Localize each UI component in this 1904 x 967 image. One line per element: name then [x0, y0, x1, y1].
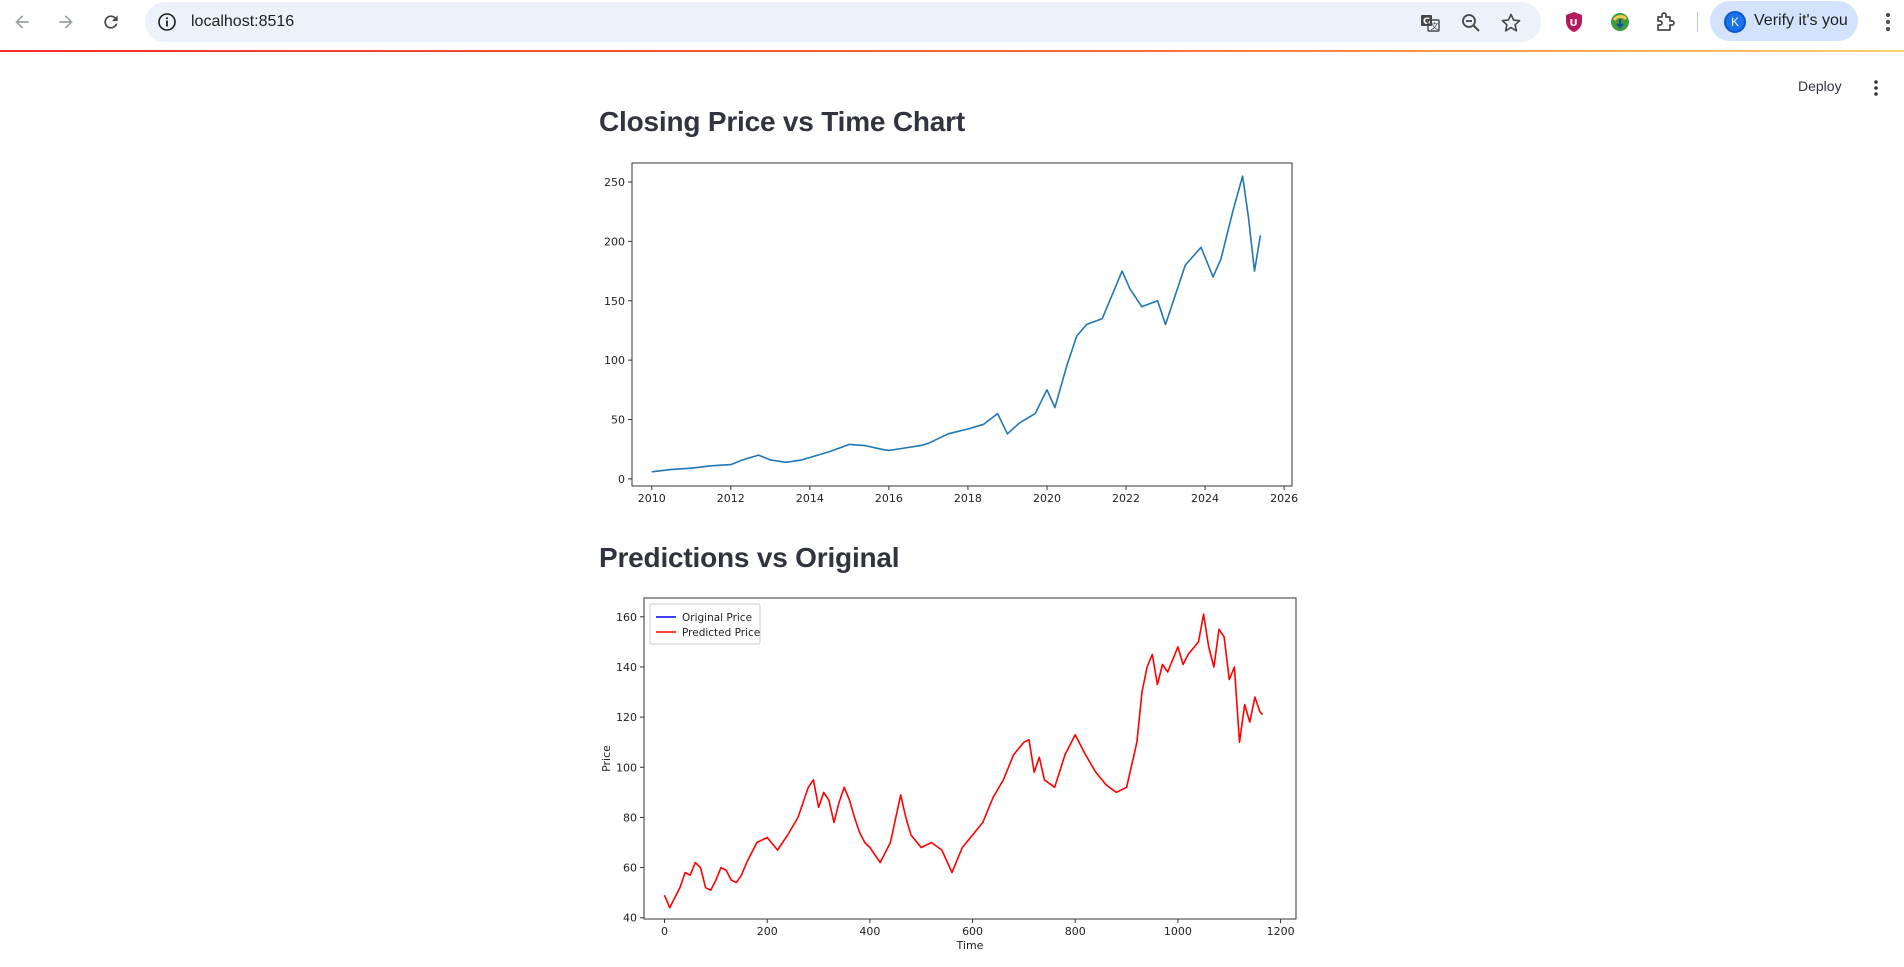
toolbar-divider: [1697, 12, 1698, 32]
site-info-icon[interactable]: [157, 12, 177, 32]
y-tick-label: 160: [616, 611, 637, 624]
y-tick-label: 140: [616, 661, 637, 674]
y-tick-label: 80: [623, 811, 637, 824]
deploy-button[interactable]: Deploy: [1798, 78, 1842, 94]
x-axis-label: Time: [956, 939, 984, 952]
y-tick-label: 100: [616, 761, 637, 774]
y-tick-label: 0: [618, 473, 625, 486]
ublock-extension-icon[interactable]: U: [1562, 10, 1586, 34]
url-text[interactable]: localhost:8516: [191, 13, 295, 30]
extensions-puzzle-icon[interactable]: [1653, 10, 1677, 34]
reload-icon[interactable]: [97, 8, 125, 36]
plot-frame: [631, 162, 1293, 487]
download-extension-icon[interactable]: [1608, 10, 1632, 34]
legend-label: Predicted Price: [682, 627, 760, 639]
plot-frame: [643, 597, 1297, 920]
browser-menu-icon[interactable]: [1878, 10, 1898, 34]
x-tick-label: 2012: [717, 492, 745, 505]
x-tick-label: 1000: [1164, 925, 1192, 938]
svg-text:G: G: [1423, 17, 1430, 27]
forward-arrow-icon[interactable]: [52, 8, 80, 36]
predictions-chart: 0 200 400 600 800 1000 1200 40 60 80 100 120 140 160 T…: [596, 592, 1300, 964]
series-line-0: [651, 175, 1262, 473]
x-tick-label: 2020: [1033, 492, 1061, 505]
predictions-plot: 0 200 400 600 800 1000 1200 40 60 80 100 120 140 160 T…: [600, 597, 1297, 952]
app-header-decoration: [0, 50, 1904, 52]
x-tick-label: 800: [1065, 925, 1086, 938]
x-tick-label: 2016: [875, 492, 903, 505]
x-tick-label: 600: [962, 925, 983, 938]
x-tick-label: 2026: [1270, 492, 1298, 505]
predictions-chart-title: Predictions vs Original: [599, 542, 900, 573]
app-main-menu-icon[interactable]: [1866, 78, 1886, 98]
back-arrow-icon[interactable]: [8, 8, 36, 36]
x-tick-label: 200: [757, 925, 778, 938]
y-axis-label: Price: [600, 745, 613, 772]
x-tick-label: 0: [661, 925, 668, 938]
svg-text:U: U: [1570, 18, 1578, 29]
y-tick-label: 50: [611, 414, 625, 427]
x-tick-label: 2022: [1112, 492, 1140, 505]
y-tick-label: 60: [623, 862, 637, 875]
legend-label: Original Price: [682, 612, 752, 624]
y-tick-label: 250: [604, 176, 625, 189]
closing-price-plot: 2010 2012 2014 2016 2018 2020 2022 2024 2026 0 50 1…: [604, 162, 1298, 505]
profile-label: Verify it's you: [1754, 12, 1848, 29]
avatar: K: [1724, 11, 1746, 33]
y-tick-label: 40: [623, 912, 637, 925]
x-tick-label: 2018: [954, 492, 982, 505]
y-tick-label: 120: [616, 711, 637, 724]
x-tick-label: 1200: [1267, 925, 1295, 938]
x-tick-label: 2014: [796, 492, 824, 505]
x-tick-label: 2024: [1191, 492, 1219, 505]
closing-price-chart: 2010 2012 2014 2016 2018 2020 2022 2024 2026 0 50 1…: [596, 156, 1300, 514]
y-tick-label: 200: [604, 235, 625, 248]
series-line-1: [663, 613, 1264, 909]
svg-text:文: 文: [1431, 21, 1439, 31]
bookmark-star-icon[interactable]: [1500, 12, 1522, 34]
closing-chart-title: Closing Price vs Time Chart: [599, 106, 965, 137]
y-tick-label: 150: [604, 295, 625, 308]
x-tick-label: 400: [859, 925, 880, 938]
x-tick-label: 2010: [638, 492, 666, 505]
zoom-out-icon[interactable]: [1460, 12, 1482, 34]
profile-button[interactable]: K Verify it's you: [1710, 1, 1858, 41]
legend-box: [649, 603, 761, 645]
y-tick-label: 100: [604, 354, 625, 367]
